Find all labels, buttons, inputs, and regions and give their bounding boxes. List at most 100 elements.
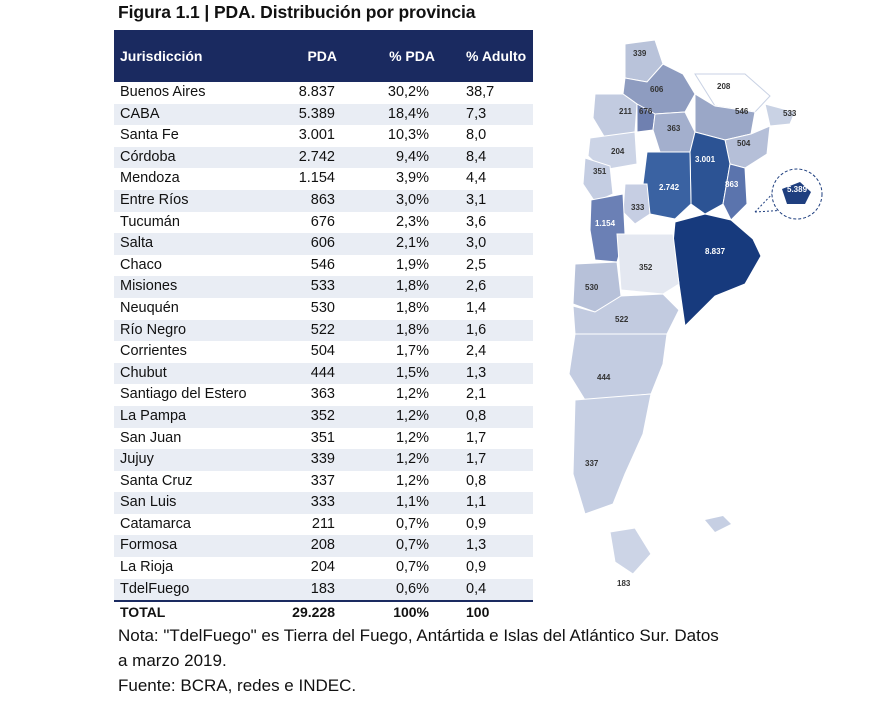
table-row: Corrientes 504 1,7% 2,4 (114, 341, 533, 363)
total-pct-adultos: 100 (466, 604, 490, 620)
cell-jurisdiccion: Tucumán (120, 213, 180, 230)
table-row: La Rioja 204 0,7% 0,9 (114, 557, 533, 579)
map-malvinas (705, 516, 731, 532)
header-jurisdiccion: Jurisdicción (120, 48, 203, 64)
table-total-row: TOTAL 29.228 100% 100 (114, 600, 533, 620)
map-label-neuquen: 530 (585, 283, 599, 292)
table-row: Córdoba 2.742 9,4% 8,4 (114, 146, 533, 169)
map-label-mendoza: 1.154 (595, 219, 616, 228)
cell-jurisdiccion: Neuquén (120, 299, 179, 316)
cell-pct-adultos: 1,3 (466, 364, 487, 381)
table-row: Buenos Aires 8.837 30,2% 38,7 (114, 82, 533, 104)
cell-pct-pda: 9,4% (395, 148, 429, 165)
note-line-2: a marzo 2019. (118, 651, 227, 670)
cell-pct-pda: 1,2% (395, 386, 429, 403)
cell-pda: 211 (311, 515, 335, 532)
map-label-salta: 606 (650, 85, 664, 94)
cell-pct-adultos: 2,6 (466, 278, 487, 295)
total-pct-pda: 100% (393, 604, 429, 620)
cell-pct-adultos: 1,1 (466, 494, 487, 511)
cell-pda: 8.837 (298, 84, 335, 100)
cell-pct-pda: 1,2% (395, 451, 429, 468)
cell-pda: 208 (310, 537, 335, 554)
cell-jurisdiccion: TdelFuego (120, 580, 190, 597)
cell-jurisdiccion: Salta (120, 235, 154, 252)
table-row: Formosa 208 0,7% 1,3 (114, 535, 533, 558)
map-caba (782, 182, 811, 204)
table-row: San Juan 351 1,2% 1,7 (114, 428, 533, 450)
cell-pct-adultos: 1,6 (466, 321, 487, 338)
cell-pct-adultos: 0,9 (466, 515, 487, 532)
map-label-buenos-aires: 8.837 (705, 247, 726, 256)
cell-pct-adultos: 2,5 (466, 256, 487, 273)
cell-pct-pda: 1,8% (395, 299, 429, 316)
table-row: TdelFuego 183 0,6% 0,4 (114, 578, 533, 601)
cell-pct-adultos: 4,4 (466, 170, 487, 187)
cell-jurisdiccion: Buenos Aires (120, 84, 206, 100)
table-row: Entre Ríos 863 3,0% 3,1 (114, 189, 533, 212)
cell-pct-pda: 1,2% (395, 407, 429, 424)
cell-jurisdiccion: Entre Ríos (120, 191, 189, 208)
table-row: San Luis 333 1,1% 1,1 (114, 492, 533, 514)
header-pda: PDA (307, 48, 337, 64)
map-label-formosa: 208 (717, 82, 731, 91)
cell-pct-pda: 1,2% (395, 472, 429, 489)
cell-pda: 504 (310, 343, 335, 360)
cell-pct-pda: 1,2% (395, 429, 429, 446)
map-label-santa-cruz: 337 (585, 459, 599, 468)
cell-pct-pda: 3,0% (395, 191, 429, 208)
cell-pct-adultos: 3,1 (466, 191, 487, 208)
cell-jurisdiccion: La Pampa (120, 407, 187, 424)
cell-jurisdiccion: Santiago del Estero (120, 386, 247, 403)
map-label-rio-negro: 522 (615, 315, 629, 324)
cell-pct-pda: 2,1% (395, 235, 429, 252)
map-label-catamarca: 211 (619, 107, 632, 116)
map-label-santa-fe: 3.001 (695, 155, 716, 164)
cell-pct-pda: 3,9% (395, 170, 429, 187)
map-label-la-rioja: 204 (611, 147, 625, 156)
map-label-jujuy: 339 (633, 49, 647, 58)
cell-pct-adultos: 3,0 (466, 235, 487, 252)
map-label-tucuman: 676 (639, 107, 653, 116)
cell-pct-adultos: 2,1 (466, 386, 487, 403)
map-catamarca (592, 93, 638, 139)
cell-pct-pda: 10,3% (387, 127, 429, 144)
cell-jurisdiccion: Santa Cruz (120, 472, 193, 489)
cell-pct-adultos: 0,4 (466, 580, 487, 597)
table-row: Salta 606 2,1% 3,0 (114, 233, 533, 255)
map-santa-cruz (572, 393, 652, 515)
header-pct-adultos: % Adulto (466, 48, 527, 64)
cell-pda: 530 (310, 299, 335, 316)
cell-pct-pda: 1,7% (395, 343, 429, 360)
cell-jurisdiccion: Chubut (120, 364, 167, 381)
cell-pda: 863 (310, 191, 335, 208)
note-line-1: Nota: "TdelFuego" es Tierra del Fuego, A… (118, 626, 719, 645)
map-label-misiones: 533 (783, 109, 797, 118)
cell-jurisdiccion: Misiones (120, 278, 178, 295)
cell-jurisdiccion: Corrientes (120, 343, 187, 360)
table-row: Neuquén 530 1,8% 1,4 (114, 298, 533, 320)
cell-pct-adultos: 1,3 (466, 537, 487, 554)
map-la-pampa (616, 233, 680, 295)
cell-pda: 676 (310, 213, 335, 230)
cell-pct-adultos: 0,8 (466, 407, 487, 424)
map-label-caba: 5.389 (787, 185, 808, 194)
table-row: Río Negro 522 1,8% 1,6 (114, 319, 533, 342)
cell-pct-adultos: 3,6 (466, 213, 487, 230)
cell-pct-pda: 1,1% (395, 494, 429, 511)
table-row: Chaco 546 1,9% 2,5 (114, 255, 533, 277)
cell-pct-pda: 18,4% (387, 105, 429, 122)
cell-jurisdiccion: Jujuy (120, 451, 154, 468)
map-label-santiago: 363 (667, 124, 681, 133)
cell-jurisdiccion: Santa Fe (120, 127, 179, 144)
cell-pda: 337 (310, 472, 335, 489)
map-entre-rios (722, 163, 748, 221)
map-label-chubut: 444 (597, 373, 611, 382)
cell-pda: 351 (310, 429, 335, 446)
province-table: Jurisdicción PDA % PDA % Adulto Buenos A… (114, 30, 533, 620)
map-callout-line (754, 188, 778, 213)
map-label-chaco: 546 (735, 107, 749, 116)
map-la-rioja (587, 131, 638, 171)
cell-jurisdiccion: Río Negro (120, 321, 187, 338)
table-row: La Pampa 352 1,2% 0,8 (114, 405, 533, 428)
